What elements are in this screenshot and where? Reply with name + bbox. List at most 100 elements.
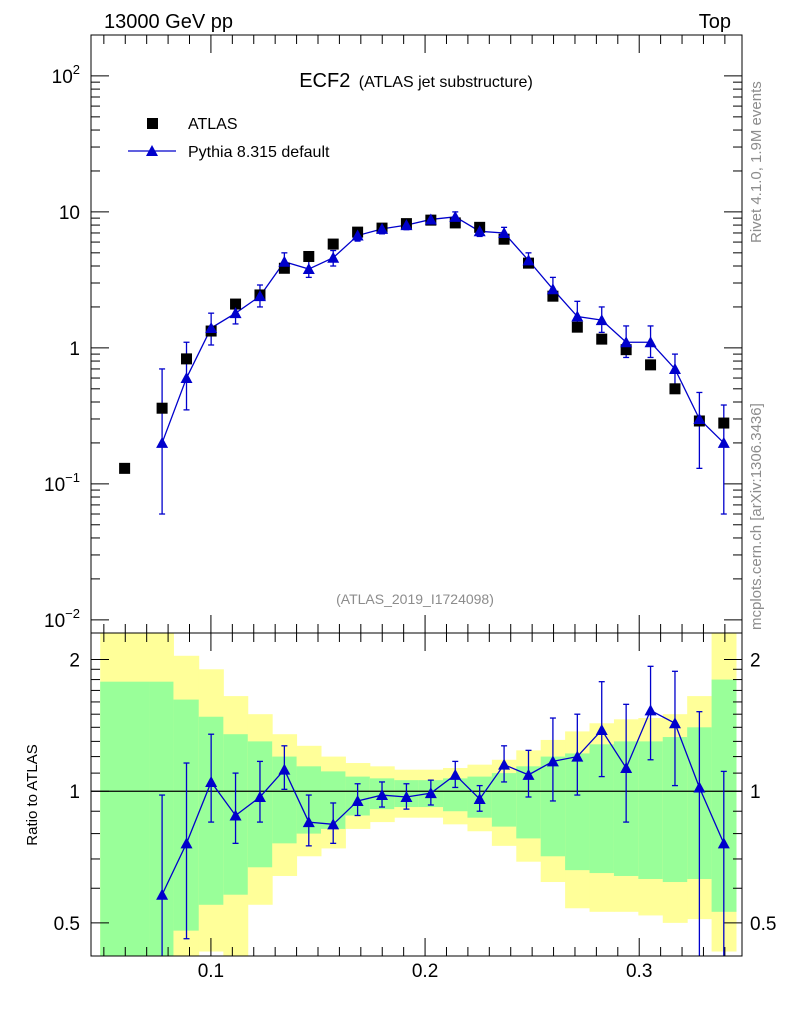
ratio-pythia-point [424,787,437,799]
atlas-point [547,290,559,302]
atlas-point [596,333,608,345]
pythia-point [498,226,511,238]
main-ytick-exponent: −1 [65,470,80,485]
pythia-point [278,255,291,267]
ratio-pythia-point [327,818,340,830]
ratio-ytick-label-left: 1 [69,782,80,803]
mcplots-label: mcplots.cern.ch [arXiv:1306.3436] [748,403,765,630]
ratio-pythia-point [180,837,193,849]
ratio-pythia-point [522,768,535,780]
pythia-point [229,307,242,319]
ratio-pythia-point [668,717,681,729]
ratio-pythia-point [278,763,291,775]
ratio-pythia-point [376,789,389,801]
legend-marker-pythia [146,145,158,156]
ratio-pythia-point [571,750,584,762]
pythia-point [522,254,535,266]
pythia-point [595,314,608,326]
atlas-point [571,321,583,333]
ratio-pythia-point [400,791,413,803]
atlas-point [620,344,632,356]
pythia-point [620,336,633,348]
main-ytick-base: 1 [69,339,80,360]
legend-label-pythia: Pythia 8.315 default [188,144,330,161]
main-ytick-base: 10 [44,475,65,496]
main-ytick-base: 10 [44,611,65,632]
ratio-plot-frame [90,632,743,957]
atlas-point [303,250,315,262]
pythia-point [473,225,486,237]
main-ytick-label: 102 [52,62,80,88]
ratio-pythia-point [644,704,657,716]
ratio-pythia-point [498,758,511,770]
atlas-point [669,383,681,395]
ratio-ytick-label-right: 2 [750,651,761,672]
atlas-point [645,359,657,371]
main-ytick-base: 10 [52,67,73,88]
pythia-point [253,290,266,302]
ratio-data-series [156,665,730,956]
rivet-version-label: Rivet 4.1.0, 1.9M events [748,81,765,243]
chart-title: ECF2 (ATLAS jet substructure) [299,70,533,92]
analysis-id-label: (ATLAS_2019_I1724098) [336,591,494,607]
main-ytick-label: 10 [59,203,80,224]
ratio-pythia-point [351,794,364,806]
ratio-pythia-point [693,781,706,793]
ratio-pythia-point [546,755,559,767]
ratio-pythia-point [473,792,486,804]
pythia-point [717,436,730,448]
pythia-point [180,372,193,384]
green-band-bin [638,741,664,879]
pythia-point [327,251,340,263]
legend-marker-atlas [147,118,158,129]
ratio-axis-ticks: 2 2 1 1 0.5 0.5 0.1 0.2 0.3 [54,633,776,982]
atlas-point [230,298,242,310]
atlas-point [181,353,193,365]
ratio-ytick-label-right: 1 [750,782,761,803]
ratio-pythia-point [229,809,242,821]
green-band-bin [100,681,150,956]
ratio-xtick-label: 0.2 [412,961,438,982]
ratio-pythia-point [205,775,218,787]
ratio-pythia-point [595,724,608,736]
ratio-pythia-point [302,816,315,828]
main-ytick-exponent: −2 [65,606,80,621]
ratio-pythia-point [156,888,169,900]
main-data-series [119,210,730,515]
pythia-point [376,222,389,234]
pythia-point [546,283,559,295]
ratio-pythia-point [717,837,730,849]
main-ytick-base: 10 [59,203,80,224]
ratio-pythia-point [449,768,462,780]
atlas-point [498,233,510,245]
atlas-point [449,217,461,229]
main-ytick-label: 1 [69,339,80,360]
atlas-point [327,238,339,250]
ratio-ylabel: Ratio to ATLAS [24,744,41,845]
ratio-pythia-point [253,791,266,803]
atlas-point [278,262,290,274]
ratio-ytick-label-left: 2 [69,651,80,672]
pythia-point [571,310,584,322]
ratio-uncertainty-bands [91,633,742,956]
ratio-ytick-label-right: 0.5 [750,914,776,935]
pythia-point [644,336,657,348]
atlas-point [119,462,131,474]
pythia-point [449,210,462,222]
ratio-xtick-label: 0.1 [198,961,224,982]
pythia-line [161,216,725,444]
ratio-pythia-point [620,761,633,773]
atlas-point [718,417,730,429]
main-ytick-label: 10−1 [44,470,80,496]
ratio-ytick-label-left: 0.5 [54,914,80,935]
header-energy: 13000 GeV pp [104,11,233,33]
pythia-point [400,219,413,231]
legend-label-atlas: ATLAS [188,116,238,133]
main-ytick-label: 10−2 [44,606,80,632]
pythia-point [424,213,437,225]
header-process: Top [699,11,731,33]
pythia-point [156,436,169,448]
pythia-point [693,412,706,424]
